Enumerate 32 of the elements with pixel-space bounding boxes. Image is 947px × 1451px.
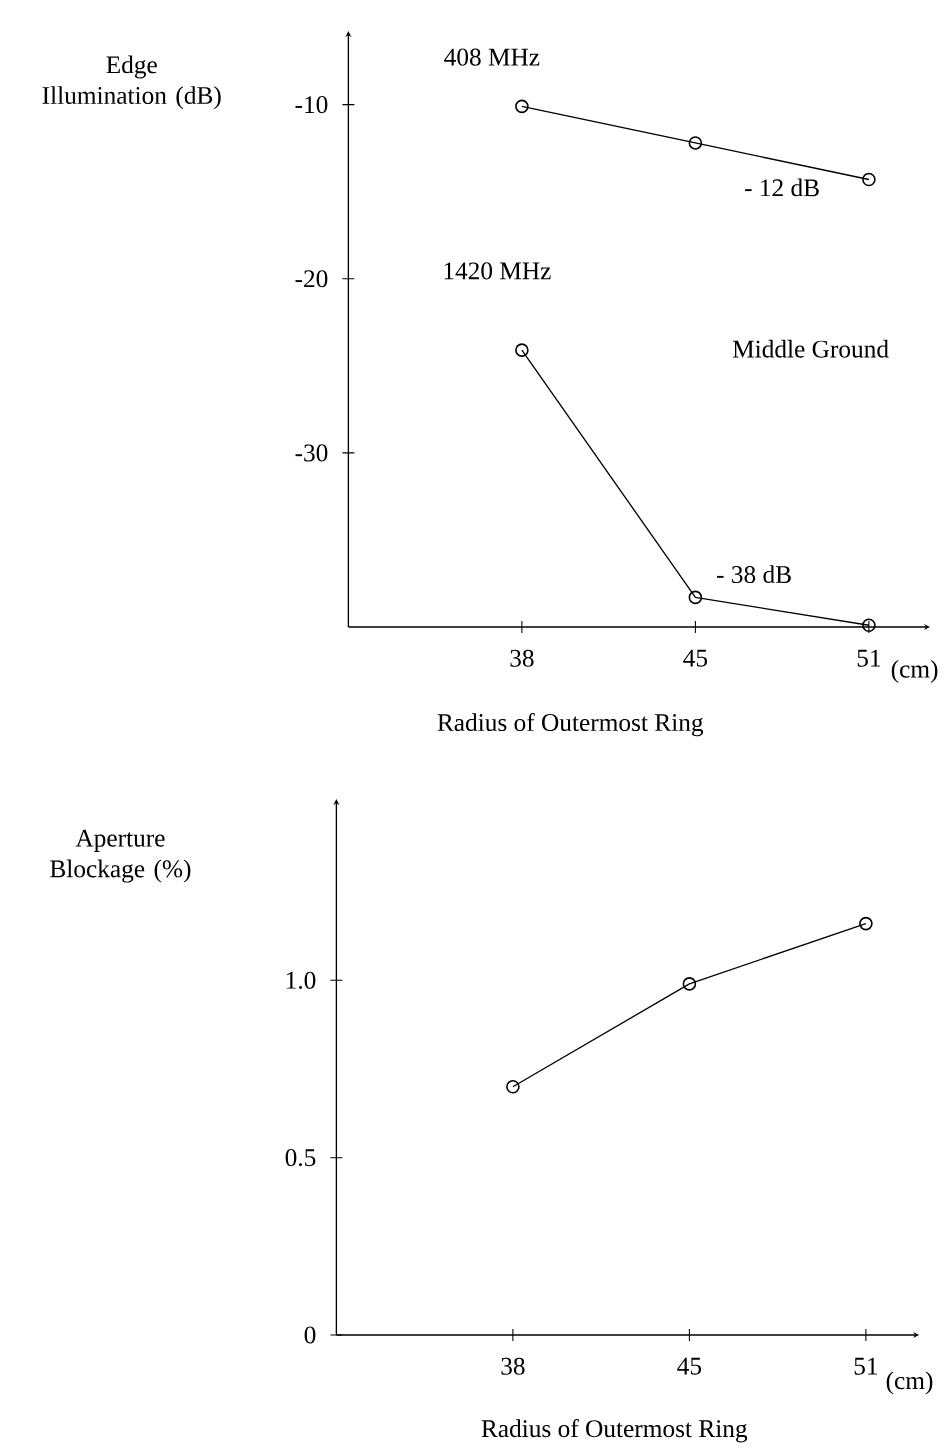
annotation: Middle Ground bbox=[732, 339, 889, 358]
y-tick-label: -10 bbox=[295, 96, 328, 114]
x-tick-label: 51 bbox=[854, 1357, 878, 1375]
series-label: 408 MHz bbox=[444, 48, 540, 66]
y-tick-label: -30 bbox=[295, 444, 328, 462]
x-axis-title: Radius of Outermost Ring bbox=[437, 713, 704, 737]
y-tick-label: 1.0 bbox=[286, 971, 316, 989]
point bbox=[682, 977, 697, 991]
y-tick-label: 0 bbox=[304, 1326, 316, 1344]
point bbox=[862, 618, 876, 633]
y-tick-label: -20 bbox=[295, 270, 328, 288]
point bbox=[515, 99, 529, 114]
point bbox=[515, 343, 529, 357]
x-tick-label: 45 bbox=[677, 1357, 702, 1375]
point bbox=[688, 590, 703, 605]
point bbox=[506, 1079, 520, 1094]
x-tick-label: 38 bbox=[501, 1357, 525, 1375]
y-tick-label: 0.5 bbox=[285, 1149, 316, 1167]
text: (cm) bbox=[891, 659, 938, 683]
y-axis-title: Aperture Blockage (%) bbox=[50, 829, 191, 883]
x-tick-label: 45 bbox=[683, 649, 708, 667]
annotation: - 12 dB bbox=[745, 178, 819, 197]
point bbox=[862, 172, 876, 187]
annotation: - 38 dB bbox=[717, 565, 791, 584]
text: (cm) bbox=[886, 1371, 933, 1395]
x-tick-label: 38 bbox=[510, 649, 534, 667]
x-tick-label: 51 bbox=[857, 649, 881, 667]
point bbox=[859, 916, 873, 931]
y-axis-title: Edge Illumination (dB) bbox=[42, 55, 221, 110]
text: 1420 MHz bbox=[444, 262, 551, 280]
x-axis-title: Radius of Outermost Ring bbox=[481, 1419, 748, 1443]
point bbox=[688, 136, 703, 150]
